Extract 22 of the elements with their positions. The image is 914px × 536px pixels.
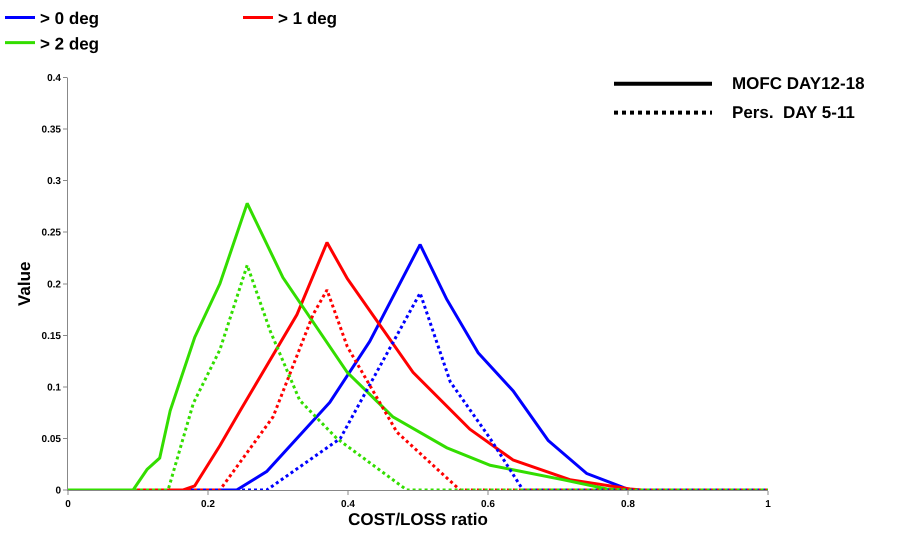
x-tick-label: 0.2 bbox=[201, 499, 216, 510]
y-tick-label: 0.05 bbox=[42, 434, 62, 445]
annotation: MOFC DAY12-18 bbox=[732, 74, 865, 93]
y-tick-label: 0.25 bbox=[42, 228, 62, 239]
legend-label: > 2 deg bbox=[40, 34, 100, 54]
x-tick-label: 1 bbox=[765, 499, 772, 510]
legend-label: > 0 deg bbox=[40, 9, 100, 28]
legend-label: > 1 deg bbox=[278, 9, 338, 28]
y-tick-label: 0.3 bbox=[47, 176, 62, 188]
y-tick-label: 0 bbox=[55, 486, 62, 496]
x-tick-label: 0 bbox=[65, 499, 72, 510]
x-tick-label: 0.4 bbox=[341, 499, 356, 510]
y-tick-label: 0.35 bbox=[42, 124, 62, 136]
x-tick-label: 0.8 bbox=[621, 499, 636, 510]
y-tick-label: 0.1 bbox=[47, 382, 62, 394]
x-tick-label: 0.6 bbox=[481, 499, 496, 510]
x-axis-title: COST/LOSS ratio bbox=[348, 510, 488, 529]
y-tick-label: 0.4 bbox=[47, 73, 62, 84]
y-tick-label: 0.15 bbox=[42, 330, 62, 342]
y-tick-label: 0.2 bbox=[47, 279, 62, 290]
annotation: Pers. DAY 5-11 bbox=[732, 103, 855, 122]
y-axis-title: Value bbox=[15, 262, 34, 306]
